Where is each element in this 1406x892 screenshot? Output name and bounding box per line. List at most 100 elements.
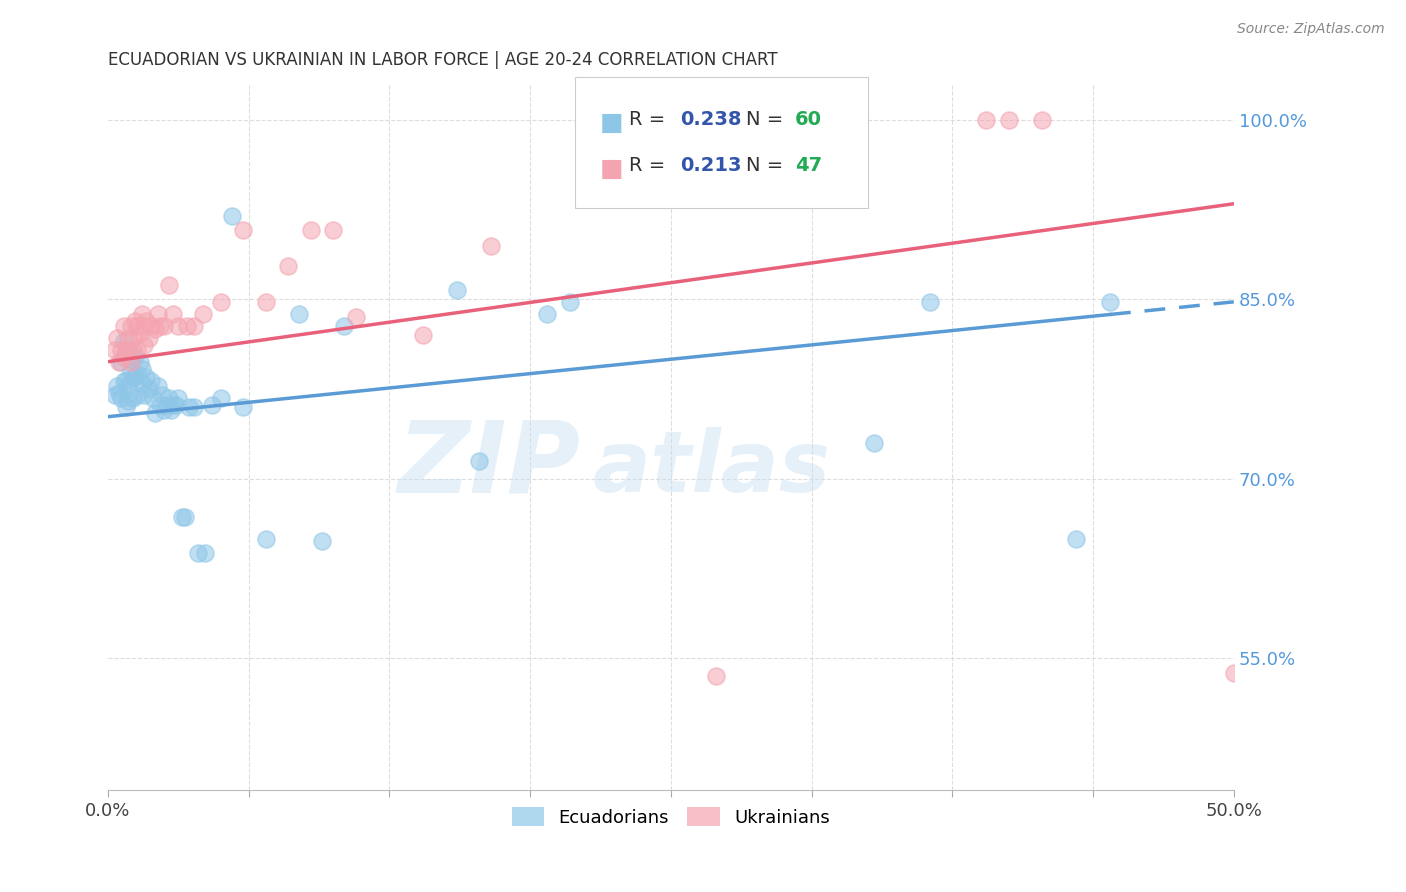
Point <box>333 318 356 333</box>
Point <box>344 310 367 325</box>
Point <box>128 326 150 340</box>
Point <box>468 454 491 468</box>
Point <box>105 331 128 345</box>
Text: ■: ■ <box>600 111 624 135</box>
Point <box>288 307 311 321</box>
Point <box>138 382 160 396</box>
Point <box>112 374 135 388</box>
Point <box>166 318 188 333</box>
Point <box>121 331 143 345</box>
Point <box>127 318 149 333</box>
Point <box>254 294 277 309</box>
Point <box>153 318 176 333</box>
Point <box>142 391 165 405</box>
Point <box>150 388 173 402</box>
Point <box>112 334 135 349</box>
Point <box>120 364 142 378</box>
Point <box>115 400 138 414</box>
Point <box>209 294 232 309</box>
Point <box>131 376 153 391</box>
Point <box>536 307 558 321</box>
Point <box>104 388 127 402</box>
Point <box>200 398 222 412</box>
Point <box>115 374 138 388</box>
Point <box>232 400 254 414</box>
Point <box>135 314 157 328</box>
Text: Source: ZipAtlas.com: Source: ZipAtlas.com <box>1237 22 1385 37</box>
Point <box>1098 294 1121 309</box>
Point <box>162 398 184 412</box>
Point <box>120 354 142 368</box>
Point <box>160 402 183 417</box>
Point <box>117 331 139 345</box>
Point <box>132 388 155 402</box>
Point <box>110 354 132 368</box>
Text: 0.213: 0.213 <box>681 156 741 175</box>
Text: ■: ■ <box>600 157 624 181</box>
Point <box>221 209 243 223</box>
Point <box>117 378 139 392</box>
Point <box>157 391 180 405</box>
Text: N =: N = <box>747 156 790 175</box>
Point <box>132 318 155 333</box>
Point <box>704 669 727 683</box>
Point <box>862 436 884 450</box>
Point <box>112 318 135 333</box>
Point <box>120 352 142 367</box>
Point <box>146 378 169 392</box>
Point <box>176 318 198 333</box>
Text: 0.238: 0.238 <box>681 110 741 129</box>
Point <box>412 328 434 343</box>
Point <box>146 307 169 321</box>
Point <box>183 400 205 414</box>
Text: N =: N = <box>747 110 790 129</box>
Point <box>311 534 333 549</box>
Text: 47: 47 <box>794 156 823 175</box>
Point <box>254 532 277 546</box>
Point <box>131 307 153 321</box>
Point <box>127 388 149 402</box>
Point <box>117 394 139 409</box>
Point <box>124 350 146 364</box>
Point <box>124 314 146 328</box>
Point <box>165 398 187 412</box>
Point <box>105 378 128 392</box>
Point <box>139 374 162 388</box>
Text: R =: R = <box>630 110 672 129</box>
Point <box>149 318 172 333</box>
Point <box>974 113 997 128</box>
Point <box>322 223 344 237</box>
Point <box>232 223 254 237</box>
Point <box>177 400 200 414</box>
Point <box>558 294 581 309</box>
Point <box>209 391 232 405</box>
Point <box>121 391 143 405</box>
Point <box>127 343 149 357</box>
Point <box>446 283 468 297</box>
Point <box>143 322 166 336</box>
Text: ZIP: ZIP <box>398 417 581 514</box>
Legend: Ecuadorians, Ukrainians: Ecuadorians, Ukrainians <box>505 800 837 834</box>
Point <box>108 385 131 400</box>
Point <box>299 223 322 237</box>
Point <box>149 398 172 412</box>
Point <box>139 318 162 333</box>
FancyBboxPatch shape <box>575 77 868 208</box>
Point <box>1031 113 1053 128</box>
Point <box>173 510 195 524</box>
Point <box>115 343 138 357</box>
Text: R =: R = <box>630 156 672 175</box>
Point <box>121 343 143 357</box>
Point <box>120 318 142 333</box>
Point <box>104 343 127 357</box>
Text: 60: 60 <box>794 110 821 129</box>
Point <box>138 331 160 345</box>
Point <box>172 510 194 524</box>
Point <box>277 259 299 273</box>
Point <box>191 307 214 321</box>
Point <box>135 370 157 384</box>
Point <box>128 354 150 368</box>
Point <box>124 370 146 384</box>
Point <box>108 354 131 368</box>
Point <box>121 370 143 384</box>
